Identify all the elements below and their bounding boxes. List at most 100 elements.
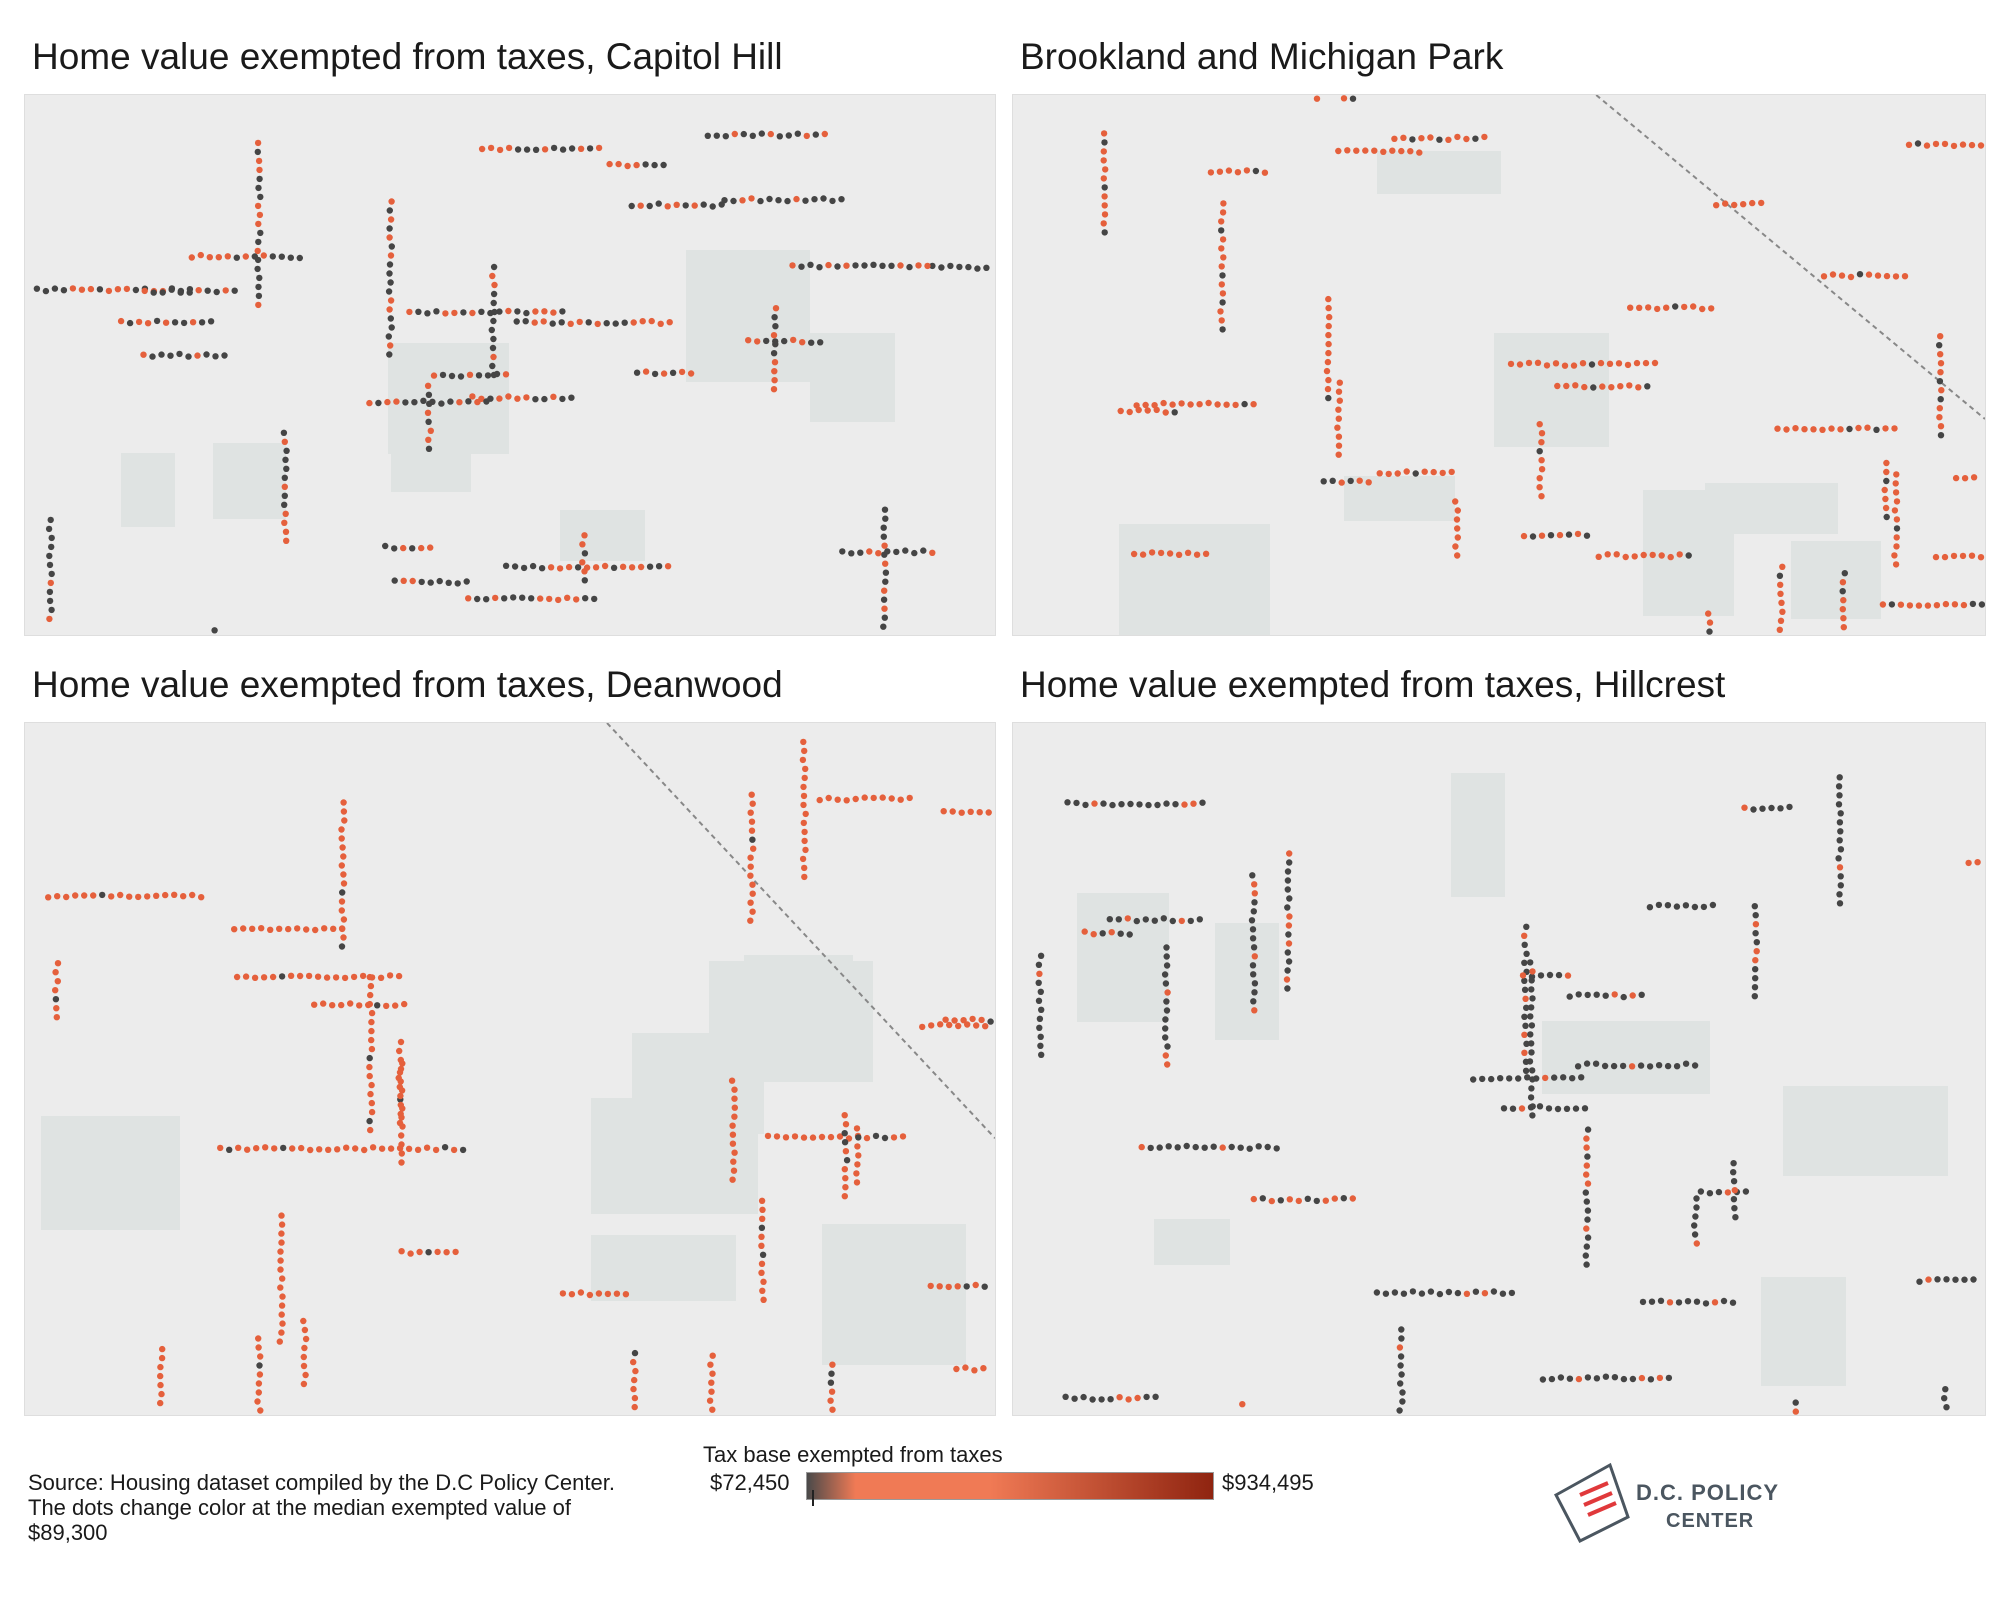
house-dot — [1950, 552, 1958, 560]
house-dot — [387, 297, 395, 304]
house-dot — [406, 308, 413, 316]
house-dot — [1521, 959, 1528, 966]
house-dot — [1124, 915, 1131, 922]
house-dot — [158, 351, 165, 358]
house-dot — [1452, 498, 1459, 505]
house-dot — [800, 738, 807, 746]
house-dot — [1130, 550, 1138, 558]
house-dot — [203, 351, 210, 358]
house-dot — [882, 515, 889, 522]
park-area — [591, 1235, 736, 1301]
house-dot — [945, 1283, 952, 1291]
house-dot — [1100, 175, 1107, 182]
house-dot — [812, 131, 819, 138]
house-dot — [937, 1021, 944, 1028]
house-dot — [1523, 1040, 1530, 1047]
house-dot — [1324, 385, 1332, 393]
house-dot — [1584, 1153, 1591, 1160]
source-line-2: The dots change color at the median exem… — [28, 1495, 572, 1520]
house-dot — [915, 262, 922, 269]
house-dot — [1777, 805, 1784, 812]
house-dot — [1418, 1290, 1426, 1297]
house-dot — [367, 991, 374, 999]
house-dot — [475, 372, 483, 379]
house-dot — [502, 562, 510, 569]
house-dot — [502, 371, 510, 378]
house-dot — [253, 1145, 260, 1152]
house-dot — [287, 254, 294, 261]
house-dot — [1539, 1376, 1547, 1383]
house-dot — [1038, 1051, 1045, 1058]
house-dot — [1792, 1399, 1799, 1406]
map-deanwood[interactable] — [24, 722, 996, 1416]
house-dot — [1380, 148, 1387, 155]
house-dot — [1923, 142, 1931, 149]
house-dot — [339, 844, 346, 851]
house-dot — [1711, 1299, 1719, 1306]
house-dot — [1285, 940, 1293, 947]
house-dot — [281, 474, 288, 481]
house-dot — [1777, 581, 1784, 588]
map-capitol-hill[interactable] — [24, 94, 996, 636]
house-dot — [1730, 1178, 1738, 1185]
map-svg-brookland — [1100, 95, 1985, 635]
house-dot — [255, 220, 262, 228]
house-dot — [1427, 1288, 1435, 1295]
house-dot — [392, 1002, 399, 1009]
house-dot — [1520, 532, 1528, 540]
house-dot — [301, 1326, 309, 1334]
house-dot — [53, 1014, 60, 1021]
house-dot — [368, 1009, 376, 1017]
house-dot — [1174, 1144, 1181, 1151]
house-dot — [1538, 532, 1546, 539]
house-dot — [906, 794, 913, 802]
house-dot — [483, 596, 490, 603]
house-dot — [1335, 433, 1343, 440]
house-dot — [1673, 903, 1681, 910]
house-dot — [749, 908, 756, 915]
house-dot — [254, 247, 261, 255]
house-dot — [514, 146, 522, 153]
house-dot — [1752, 966, 1759, 973]
house-dot — [395, 1074, 402, 1082]
house-dot — [407, 1250, 414, 1257]
rail-line — [606, 723, 995, 1139]
house-dot — [940, 808, 947, 815]
park-area — [41, 1116, 180, 1230]
house-dot — [254, 139, 262, 147]
house-dot — [829, 1361, 836, 1368]
house-dot — [1936, 414, 1943, 421]
house-dot — [1500, 1105, 1508, 1112]
house-dot — [256, 1371, 264, 1378]
house-dot — [1750, 806, 1757, 813]
house-dot — [405, 1145, 413, 1152]
house-dot — [1691, 1231, 1699, 1238]
house-dot — [881, 542, 888, 549]
house-dot — [657, 320, 664, 327]
map-brookland[interactable] — [1012, 94, 1986, 636]
house-dot — [1779, 608, 1786, 615]
house-dot — [388, 243, 395, 250]
house-dot — [1563, 1105, 1571, 1112]
house-dot — [601, 562, 609, 570]
house-dot — [368, 1045, 376, 1053]
house-dot — [1334, 424, 1341, 431]
house-dot — [1325, 394, 1332, 402]
house-dot — [1178, 400, 1185, 407]
house-dot — [434, 1248, 441, 1256]
house-dot — [1828, 425, 1835, 432]
house-dot — [1528, 1022, 1536, 1029]
house-dot — [340, 934, 347, 941]
map-hillcrest[interactable] — [1012, 722, 1986, 1416]
house-dot — [54, 893, 61, 900]
house-dot — [1690, 303, 1697, 310]
house-dot — [432, 1146, 440, 1154]
house-dot — [1470, 1076, 1477, 1083]
house-dot — [731, 1149, 738, 1156]
house-dot — [1080, 1393, 1087, 1401]
house-dot — [1551, 1074, 1558, 1081]
house-dot — [825, 794, 832, 802]
house-dot — [1693, 1298, 1701, 1305]
house-dot — [1037, 1033, 1044, 1040]
house-dot — [1560, 1074, 1567, 1081]
